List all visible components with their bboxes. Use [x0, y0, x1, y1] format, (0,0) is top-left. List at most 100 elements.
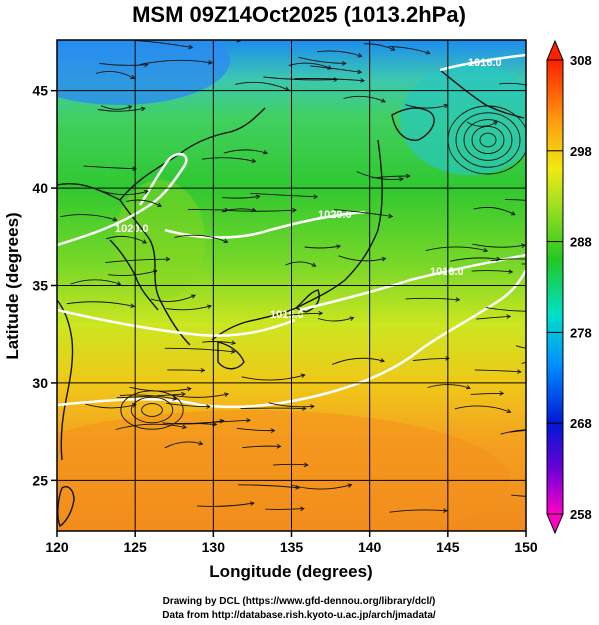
- streamline: [201, 157, 256, 162]
- streamline: [125, 199, 162, 207]
- streamline-arrowhead: [127, 105, 133, 110]
- streamline-arrowhead: [206, 404, 211, 409]
- streamline-arrowhead: [188, 44, 194, 50]
- streamline: [454, 405, 511, 413]
- streamline-arrowhead: [318, 311, 324, 316]
- streamline-arrowhead: [224, 207, 230, 213]
- streamline: [150, 294, 196, 303]
- streamline-arrowhead: [246, 418, 251, 423]
- streamline: [427, 384, 471, 389]
- streamline-arrowhead: [152, 269, 158, 274]
- streamline: [85, 403, 137, 409]
- streamline: [471, 270, 513, 273]
- streamline: [470, 392, 504, 395]
- streamline: [99, 62, 148, 66]
- streamline: [285, 261, 316, 267]
- streamline-arrowhead: [357, 69, 363, 75]
- colorbar-tick-label: 278: [570, 325, 592, 340]
- streamline: [100, 105, 132, 110]
- y-axis-label: Latitude (degrees): [3, 212, 22, 359]
- colorbar-tick-label: 288: [570, 235, 592, 250]
- streamline-arrowhead: [576, 495, 580, 499]
- warm-patch-south: [57, 410, 510, 531]
- streamline: [97, 107, 145, 112]
- streamline: [166, 305, 212, 311]
- streamline-arrowhead: [143, 189, 149, 195]
- streamline: [174, 234, 228, 243]
- streamline: [473, 206, 516, 216]
- streamline-arrowhead: [499, 391, 505, 396]
- anticyclone-swirl: [141, 403, 163, 417]
- y-tick-label: 45: [32, 83, 48, 99]
- streamline: [98, 189, 149, 196]
- streamline: [509, 430, 526, 433]
- streamline-arrowhead: [276, 443, 282, 449]
- streamline-arrowhead: [251, 158, 257, 163]
- streamline-arrowhead: [541, 88, 545, 92]
- cold-patch-northwest: [57, 40, 230, 105]
- streamline-arrowhead: [380, 358, 386, 363]
- colorbar-tick-label: 258: [570, 507, 592, 522]
- streamline: [405, 297, 460, 301]
- streamline: [223, 149, 268, 154]
- streamline: [105, 258, 170, 264]
- streamline: [241, 374, 305, 381]
- streamline-arrowhead: [198, 440, 204, 446]
- streamline: [202, 341, 236, 344]
- streamline-arrowhead: [142, 239, 148, 244]
- x-tick-label: 125: [123, 539, 147, 555]
- streamline-arrowhead: [349, 316, 355, 321]
- streamline-arrowhead: [219, 418, 225, 424]
- colorbar-body: [546, 59, 564, 515]
- anticyclone-swirl: [120, 390, 184, 430]
- cool-patch-northeast: [400, 65, 526, 175]
- streamline: [466, 121, 498, 127]
- x-tick-label: 145: [436, 539, 460, 555]
- credit-data-source: Data from http://database.rish.kyoto-u.a…: [162, 610, 436, 621]
- streamline-arrowhead: [186, 386, 192, 392]
- streamline-arrowhead: [406, 173, 411, 179]
- streamline: [222, 195, 260, 199]
- streamline: [134, 40, 193, 49]
- isobar-label-1016-northeast: 1016.0: [468, 57, 502, 69]
- streamline-arrowhead: [357, 52, 363, 58]
- streamline-arrowhead: [455, 297, 461, 302]
- streamline: [333, 208, 393, 217]
- isobars: [57, 53, 526, 409]
- streamline: [425, 246, 488, 252]
- streamline: [405, 104, 448, 109]
- streamline: [472, 243, 525, 248]
- streamline: [169, 393, 229, 398]
- streamline: [164, 441, 203, 449]
- streamline-arrowhead: [165, 256, 171, 262]
- streamline: [108, 270, 157, 276]
- x-axis-ticks: 120 125 130 135 140 145 150: [45, 531, 538, 555]
- streamline-arrowhead: [587, 263, 591, 267]
- streamline: [388, 46, 430, 54]
- streamline: [363, 43, 395, 51]
- streamline: [95, 71, 135, 79]
- streamline-arrowhead: [130, 303, 136, 308]
- streamline-arrowhead: [300, 506, 305, 512]
- credit-drawing: Drawing by DCL (https://www.gfd-dennou.o…: [163, 596, 436, 607]
- streamline-arrowhead: [399, 176, 404, 182]
- streamline-arrowhead: [341, 61, 347, 66]
- streamline-arrowhead: [112, 216, 118, 222]
- streamline-arrowhead: [190, 294, 196, 299]
- streamline-arrowhead: [520, 243, 526, 248]
- streamline: [511, 494, 526, 497]
- streamline-arrowhead: [388, 213, 394, 219]
- streamline-arrowhead: [360, 78, 365, 83]
- streamline-arrowhead: [116, 281, 122, 286]
- streamline-arrowhead: [182, 424, 187, 430]
- streamline-arrowhead: [181, 391, 186, 397]
- streamline: [250, 192, 318, 198]
- streamline-arrowhead: [510, 211, 516, 216]
- streamline: [139, 59, 212, 66]
- x-tick-label: 150: [514, 539, 538, 555]
- streamline: [240, 407, 306, 410]
- streamline-arrowhead: [236, 40, 242, 43]
- streamline: [288, 62, 332, 70]
- x-axis-label: Longitude (degrees): [209, 562, 372, 581]
